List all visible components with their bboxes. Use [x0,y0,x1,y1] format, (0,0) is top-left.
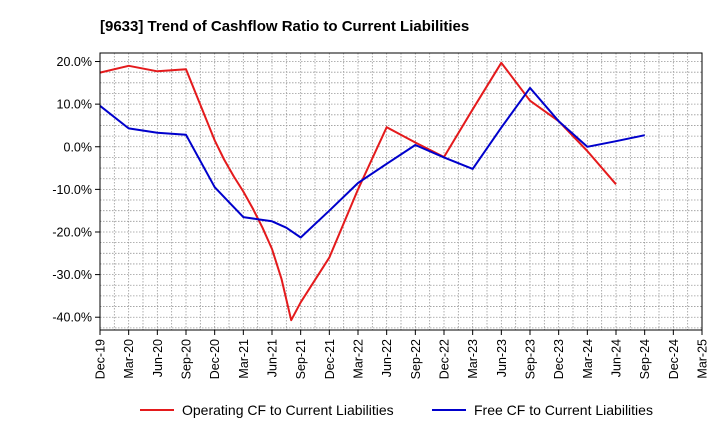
y-tick-label: -10.0% [52,183,92,197]
x-tick-label: Dec-22 [438,339,452,379]
x-tick-label: Jun-23 [495,339,509,377]
x-tick-label: Dec-19 [94,339,108,379]
y-axis-ticks: 20.0% 10.0% 0.0% -10.0% -20.0% -30.0% -40.0% [52,55,100,325]
y-tick-label: -40.0% [52,311,92,325]
x-tick-label: Sep-21 [294,339,308,379]
y-tick-label: -30.0% [52,268,92,282]
x-tick-label: Jun-21 [266,339,280,377]
x-tick-label: Sep-22 [409,339,423,379]
plot-border [99,52,703,331]
chart-title: [9633] Trend of Cashflow Ratio to Curren… [100,18,469,35]
y-tick-label: 20.0% [57,55,92,69]
grid [100,53,702,330]
x-tick-label: Mar-25 [696,339,710,379]
x-tick-label: Jun-24 [610,339,624,377]
x-tick-label: Mar-24 [581,339,595,379]
series-line-1 [99,61,617,322]
x-tick-label: Dec-24 [667,339,681,379]
series-line-2 [99,86,645,239]
x-tick-label: Mar-23 [466,339,480,379]
x-tick-label: Jun-22 [380,339,394,377]
legend: Operating CF to Current Liabilities Free … [140,402,653,418]
legend-label-1: Operating CF to Current Liabilities [182,402,394,418]
legend-label-2: Free CF to Current Liabilities [474,402,653,418]
y-tick-label: -20.0% [52,225,92,239]
x-tick-label: Jun-20 [151,339,165,377]
series-lines [99,61,645,322]
x-tick-label: Mar-22 [352,339,366,379]
y-tick-label: 0.0% [64,140,93,154]
x-tick-label: Mar-20 [122,339,136,379]
x-tick-label: Dec-21 [323,339,337,379]
y-tick-label: 10.0% [57,98,92,112]
x-tick-label: Sep-20 [180,339,194,379]
x-tick-label: Dec-23 [552,339,566,379]
x-axis-ticks: Dec-19 Mar-20 Jun-20 Sep-20 Dec-20 Mar-21 Jun-… [94,330,710,379]
x-tick-label: Sep-24 [638,339,652,379]
x-tick-label: Dec-20 [208,339,222,379]
x-tick-label: Mar-21 [237,339,251,379]
x-tick-label: Sep-23 [524,339,538,379]
